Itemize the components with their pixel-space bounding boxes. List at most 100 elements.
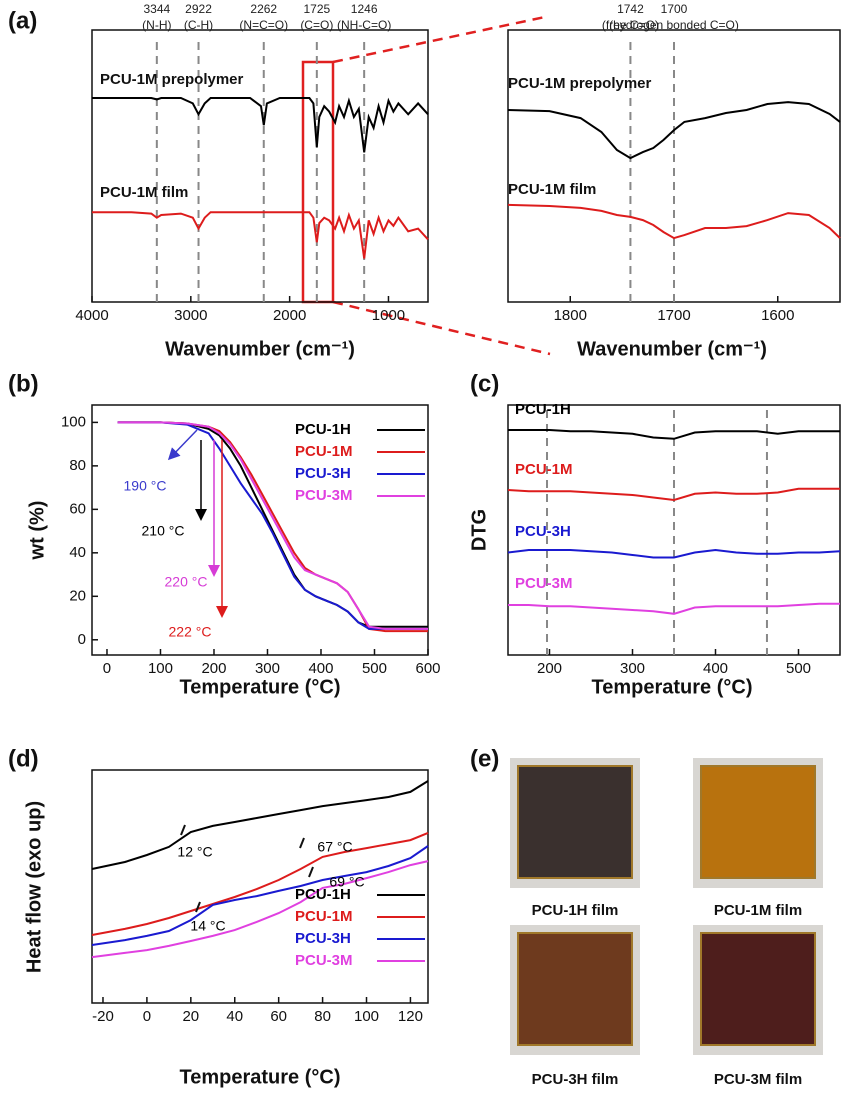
x-tick-label: 120: [398, 1008, 423, 1025]
legend-label: PCU-1M: [295, 908, 353, 925]
series-label: PCU-1M prepolymer: [100, 71, 244, 88]
photo-film: [517, 932, 633, 1046]
x-tick-label: 1600: [761, 307, 794, 324]
plot-frame: [91, 29, 429, 303]
x-tick-label: 60: [270, 1008, 287, 1025]
annotation: 67 °C: [317, 839, 352, 855]
annotation: 222 °C: [169, 624, 212, 640]
annotation: 14 °C: [190, 918, 225, 934]
series-line: [92, 97, 429, 153]
zoom-line: [332, 300, 551, 356]
panel-label: (d): [8, 745, 39, 772]
peak-value: 1246: [351, 2, 378, 16]
y-tick-label: 60: [69, 500, 86, 517]
y-tick-label: 40: [69, 544, 86, 561]
peak-group: (C=O): [300, 18, 333, 32]
series-line: [91, 780, 429, 870]
x-tick-label: 1800: [554, 307, 587, 324]
x-tick-label: 3000: [174, 307, 207, 324]
legend-label: PCU-1H: [295, 886, 351, 903]
peak-group: (C-H): [184, 18, 213, 32]
series-line: [507, 203, 841, 240]
series-label: PCU-1M film: [508, 181, 596, 198]
x-tick-label: 200: [537, 660, 562, 677]
annotation-tick: [180, 824, 186, 836]
peak-value: 1742: [617, 2, 644, 16]
annotation: 220 °C: [165, 574, 208, 590]
photo-caption: PCU-1H film: [532, 902, 619, 919]
photo-film: [517, 765, 633, 879]
x-tick-label: 300: [620, 660, 645, 677]
x-tick-label: 20: [182, 1008, 199, 1025]
legend-label: PCU-3H: [295, 465, 351, 482]
annotation: 210 °C: [142, 523, 185, 539]
peak-group: (NH-C=O): [337, 18, 391, 32]
panel-label: (c): [470, 370, 499, 397]
x-tick-label: 400: [308, 660, 333, 677]
panel-label: (a): [8, 7, 37, 34]
x-tick-label: 1700: [657, 307, 690, 324]
peak-value: 3344: [143, 2, 170, 16]
panel-label: (b): [8, 370, 39, 397]
y-axis-label: Heat flow (exo up): [23, 801, 45, 973]
legend-label: PCU-1H: [295, 421, 351, 438]
series-line: [91, 860, 429, 959]
x-tick-label: 100: [354, 1008, 379, 1025]
legend-label: PCU-1M: [295, 443, 353, 460]
x-axis-label: Temperature (°C): [180, 1066, 341, 1088]
x-axis-label: Temperature (°C): [592, 676, 753, 698]
y-axis-label: DTG: [468, 509, 490, 551]
x-tick-label: 4000: [75, 307, 108, 324]
peak-group: (hydrogen bonded C=O): [609, 18, 739, 32]
legend-label: PCU-3M: [295, 952, 353, 969]
zoom-line: [332, 15, 546, 64]
photo-film: [700, 932, 816, 1046]
series-label: PCU-3H: [515, 523, 571, 540]
legend-label: PCU-3M: [295, 487, 353, 504]
y-tick-label: 100: [61, 413, 86, 430]
photo-caption: PCU-1M film: [714, 902, 802, 919]
annotation: 190 °C: [124, 478, 167, 494]
x-tick-label: 0: [103, 660, 111, 677]
series-line: [508, 602, 840, 615]
x-tick-label: 300: [255, 660, 280, 677]
series-line: [91, 845, 429, 946]
photo-film: [700, 765, 816, 879]
peak-value: 2922: [185, 2, 212, 16]
series-line: [507, 101, 841, 160]
x-tick-label: -20: [92, 1008, 114, 1025]
series-line: [508, 429, 840, 440]
x-tick-label: 2000: [273, 307, 306, 324]
x-axis-label: Temperature (°C): [180, 676, 341, 698]
y-axis-label: wt (%): [26, 501, 48, 561]
annotation-arrow: [167, 429, 198, 461]
series-line: [91, 831, 429, 936]
series-line: [117, 421, 428, 630]
series-line: [92, 211, 429, 259]
x-tick-label: 500: [362, 660, 387, 677]
series-label: PCU-1H: [515, 401, 571, 418]
x-tick-label: 80: [314, 1008, 331, 1025]
photo-caption: PCU-3M film: [714, 1071, 802, 1088]
x-tick-label: 40: [226, 1008, 243, 1025]
peak-value: 1700: [661, 2, 688, 16]
panel-label: (e): [470, 745, 499, 772]
series-label: PCU-3M: [515, 575, 573, 592]
series-line: [117, 421, 428, 630]
x-axis-label: Wavenumber (cm⁻¹): [165, 338, 355, 360]
annotation: 12 °C: [177, 844, 212, 860]
x-tick-label: 100: [148, 660, 173, 677]
series-line: [507, 487, 840, 502]
annotation-tick: [308, 866, 314, 878]
y-tick-label: 80: [69, 457, 86, 474]
y-tick-label: 0: [78, 631, 86, 648]
annotation-tick: [299, 837, 305, 849]
series-label: PCU-1M prepolymer: [508, 75, 652, 92]
annotation: 69 °C: [329, 874, 364, 890]
peak-value: 2262: [250, 2, 277, 16]
x-tick-label: 1000: [372, 307, 405, 324]
x-tick-label: 200: [201, 660, 226, 677]
plot-frame: [91, 769, 429, 1004]
x-tick-label: 500: [786, 660, 811, 677]
